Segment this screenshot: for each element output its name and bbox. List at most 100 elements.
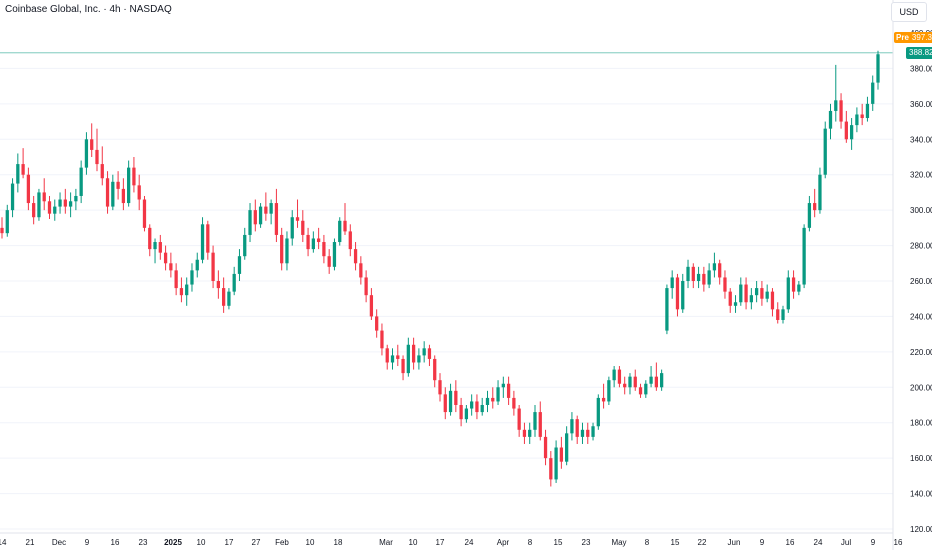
currency-button[interactable]: USD bbox=[891, 2, 927, 22]
candle-body bbox=[865, 103, 870, 119]
candle-body bbox=[206, 224, 210, 253]
x-tick-label: 8 bbox=[528, 538, 533, 547]
candle-body bbox=[448, 390, 453, 413]
candle-body bbox=[712, 263, 717, 271]
candle-body bbox=[612, 369, 616, 381]
candle-body bbox=[47, 201, 52, 214]
chart-title: Coinbase Global, Inc. · 4h · NASDAQ bbox=[5, 4, 172, 15]
candle-body bbox=[422, 348, 426, 356]
candle-body bbox=[216, 281, 220, 289]
candle-body bbox=[586, 429, 590, 437]
candle-body bbox=[480, 405, 484, 413]
candle-body bbox=[364, 277, 368, 296]
y-tick-label: 180.00 bbox=[910, 419, 932, 428]
candle-body bbox=[813, 203, 817, 211]
candle-body bbox=[290, 217, 294, 239]
candle-body bbox=[348, 231, 352, 250]
y-tick-label: 320.00 bbox=[910, 171, 932, 180]
candle-body bbox=[601, 397, 606, 402]
candle-body bbox=[68, 201, 73, 207]
candle-body bbox=[565, 433, 569, 462]
x-tick-label: 10 bbox=[409, 538, 418, 547]
candle-body bbox=[232, 273, 236, 292]
candle-body bbox=[21, 164, 25, 175]
y-tick-label: 160.00 bbox=[910, 454, 932, 463]
x-tick-label: 18 bbox=[334, 538, 343, 547]
y-tick-label: 280.00 bbox=[910, 242, 932, 251]
candle-body bbox=[343, 220, 347, 232]
candle-body bbox=[559, 447, 564, 462]
candle-body bbox=[675, 277, 680, 310]
candle-body bbox=[280, 234, 284, 264]
candle-body bbox=[396, 355, 400, 359]
x-tick-label: Apr bbox=[497, 538, 510, 547]
candle-body bbox=[285, 238, 289, 264]
candle-body bbox=[739, 284, 743, 303]
candle-body bbox=[607, 380, 611, 402]
candle-body bbox=[390, 355, 395, 363]
candle-body bbox=[295, 217, 300, 221]
candle-body bbox=[464, 408, 469, 420]
candle-body bbox=[776, 309, 780, 320]
candle-body bbox=[533, 412, 537, 430]
x-tick-label: 24 bbox=[465, 538, 474, 547]
candle-body bbox=[596, 397, 600, 427]
x-tick-label: Mar bbox=[379, 538, 393, 547]
candle-body bbox=[443, 394, 447, 413]
candle-body bbox=[807, 203, 812, 228]
candle-body bbox=[876, 54, 880, 83]
x-tick-label: 23 bbox=[582, 538, 591, 547]
candle-body bbox=[633, 376, 637, 388]
candle-body bbox=[306, 234, 310, 250]
candle-body bbox=[580, 429, 585, 437]
candle-body bbox=[475, 401, 479, 413]
candle-body bbox=[554, 447, 558, 480]
candle-body bbox=[375, 316, 379, 331]
candle-body bbox=[644, 383, 648, 395]
x-tick-label: 9 bbox=[871, 538, 876, 547]
candle-body bbox=[781, 309, 785, 320]
y-tick-label: 340.00 bbox=[910, 135, 932, 144]
candle-body bbox=[121, 188, 126, 204]
candle-body bbox=[111, 181, 115, 207]
candle-body bbox=[311, 238, 315, 250]
candle-body bbox=[818, 174, 822, 211]
candle-body bbox=[385, 348, 389, 363]
candle-body bbox=[749, 295, 753, 303]
candle-body bbox=[84, 139, 89, 168]
candle-body bbox=[105, 178, 110, 207]
x-tick-label: 10 bbox=[197, 538, 206, 547]
x-tick-label: Jul bbox=[841, 538, 851, 547]
candle-body bbox=[195, 259, 199, 271]
candle-body bbox=[691, 266, 695, 281]
candle-body bbox=[760, 288, 764, 299]
candle-body bbox=[744, 284, 748, 303]
candle-body bbox=[433, 358, 437, 381]
grid bbox=[0, 67, 893, 530]
x-tick-label: May bbox=[611, 538, 626, 547]
y-tick-label: 120.00 bbox=[910, 525, 932, 534]
candle-body bbox=[591, 426, 595, 437]
candle-body bbox=[227, 291, 231, 306]
candle-body bbox=[316, 238, 321, 243]
candle-body bbox=[174, 270, 178, 289]
candle-body bbox=[63, 199, 67, 207]
y-axis[interactable]: 120.00 140.00 160.00 180.00 200.00 220.00 240.… bbox=[892, 0, 932, 550]
candle-body bbox=[754, 288, 759, 296]
x-tick-label: 17 bbox=[225, 538, 234, 547]
candle-body bbox=[264, 206, 268, 214]
x-axis[interactable]: 14 21 Dec 9 16 23 2025 10 17 27 Feb 10 18 Mar 10 17 24 Ap… bbox=[0, 532, 903, 547]
candle-body bbox=[411, 344, 416, 363]
candle-body bbox=[163, 252, 168, 264]
x-tick-label: 8 bbox=[645, 538, 650, 547]
candle-body bbox=[322, 242, 326, 257]
candle-body bbox=[802, 227, 806, 285]
candle-body bbox=[702, 273, 706, 285]
candle-body bbox=[169, 263, 173, 271]
candle-body bbox=[132, 167, 136, 186]
candle-body bbox=[406, 344, 410, 374]
candle-body bbox=[543, 436, 548, 459]
candle-body bbox=[855, 114, 859, 126]
